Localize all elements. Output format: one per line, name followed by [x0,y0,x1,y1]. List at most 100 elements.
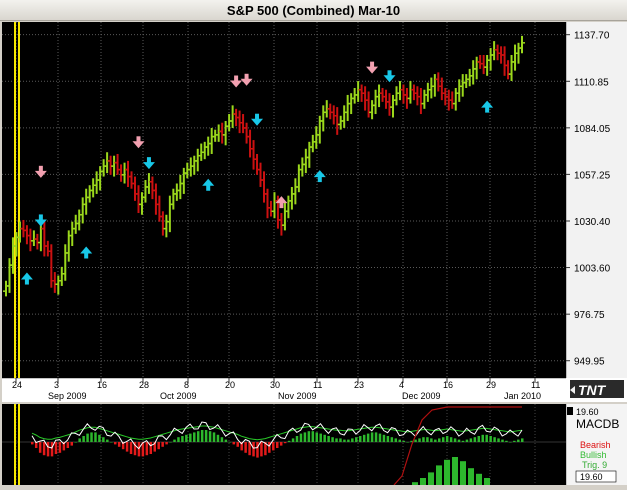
ohlc-bar [240,114,247,134]
ohlc-bar [104,152,111,174]
ohlc-bar [30,230,37,247]
macdb-histogram-bar [204,430,208,442]
ohlc-bar [452,87,459,111]
ohlc-bar [473,56,480,80]
macdb-histogram-bar [228,442,232,443]
ohlc-bar [351,87,358,104]
macdb-histogram-bar [189,433,192,442]
ohlc-bar [421,89,428,109]
macdb-axis: 19.60 MACDB 13.28 Bearish Bullish Trig. … [565,404,627,485]
macdb-histogram-bar [386,436,390,442]
bearish-signal-arrow [34,165,47,178]
highlight-bar [18,404,20,485]
ohlc-bar [90,178,97,198]
macdb-signal-bar [436,465,442,485]
date-tick-label: 16 [443,380,453,390]
tnt-logo-graphic: TNT [566,378,627,402]
macdb-histogram-bar [489,436,492,442]
macdb-histogram-bar [283,442,287,444]
date-axis[interactable]: 24 3 16 28 8 20 30 11 23 4 16 29 11 Sep 2009 Oct 2009 N… [2,377,566,402]
bullish-signal-arrow [34,214,47,227]
ohlc-bar [243,122,250,144]
ohlc-bar [128,171,135,189]
ohlc-bar [285,195,292,219]
ohlc-bar [20,219,27,238]
macdb-trig-label: Trig. 9 [582,460,607,470]
macdb-histogram-bar [343,439,346,442]
date-tick-label: 23 [354,380,364,390]
ohlc-bar [194,148,201,172]
date-month-label: Nov 2009 [278,391,317,401]
macdb-histogram-bar [117,442,121,447]
ohlc-bar [295,164,302,193]
macdb-histogram-bar [212,432,216,442]
highlight-bar [14,404,16,485]
date-tick-label: 16 [97,380,107,390]
ohlc-bar [236,110,243,134]
macdb-histogram-bar [224,439,228,442]
macdb-histogram-bar [196,431,200,442]
macdb-histogram-bar [497,438,500,442]
macdb-histogram-bar [137,442,141,457]
macdb-histogram-bar [216,434,220,442]
date-tick-label: 11 [313,380,322,390]
macdb-histogram-bar [70,442,74,446]
ohlc-bar [390,94,396,118]
macdb-histogram-bar [232,442,236,445]
ohlc-bar [16,221,23,243]
ohlc-bar [316,115,323,144]
macdb-histogram-bar [145,442,149,456]
macdb-histogram-bar [319,433,322,442]
ohlc-bar [132,176,138,201]
ohlc-bar [435,72,442,92]
price-tick-label: 1110.85 [574,77,609,88]
macdb-indicator-panel[interactable] [2,404,566,486]
ohlc-bar [292,178,299,205]
price-axis[interactable]: 1137.70 1110.85 1084.05 1057.25 1030.40 1003.… [565,22,627,378]
ohlc-bar [254,153,261,175]
macdb-histogram-bar [42,442,46,456]
ohlc-bar [34,233,41,250]
macdb-current-value: 19.60 [580,472,603,482]
ohlc-bar [226,114,233,132]
macdb-histogram-bar [78,438,81,442]
macdb-histogram-bar [493,437,496,442]
bearish-signal-arrow [366,61,379,74]
ohlc-bar [386,93,393,116]
ohlc-bar [51,272,58,293]
ohlc-bar [344,94,351,121]
ohlc-bar [76,209,83,231]
date-tick-label: 3 [54,380,59,390]
window-title-bar: S&P 500 (Combined) Mar-10 [0,0,627,21]
highlight-bar [18,22,20,378]
ohlc-bar [417,87,424,115]
macdb-histogram-bar [252,442,255,457]
ohlc-bar [393,86,400,106]
ohlc-bar [288,186,295,210]
macdb-histogram-bar [414,439,417,442]
ohlc-bar [208,127,215,154]
macdb-histogram-bar [268,442,271,453]
ohlc-bar [466,68,473,87]
ohlc-bar [449,91,456,109]
ohlc-bar [299,157,306,177]
ohlc-bar [348,93,355,115]
macdb-bullish-label: Bullish [580,450,607,460]
ohlc-bar [306,141,313,168]
macdb-histogram-bar [311,431,315,442]
price-chart-panel[interactable] [2,4,566,378]
bearish-reversal-arrow [275,196,288,209]
ohlc-bar [149,176,156,200]
macdb-histogram-bar [449,437,453,442]
price-chart [2,4,566,378]
macdb-histogram-bar [260,442,263,457]
ohlc-bar [79,197,86,224]
macdb-histogram-bar [370,432,374,442]
ohlc-bar [480,54,487,75]
ohlc-bar [205,136,212,156]
macdb-histogram-bar [106,439,109,442]
macdb-histogram-bar [62,442,66,451]
ohlc-bar [201,141,208,160]
macdb-bearish-label: Bearish [580,440,611,450]
macdb-histogram-bar [477,436,481,442]
